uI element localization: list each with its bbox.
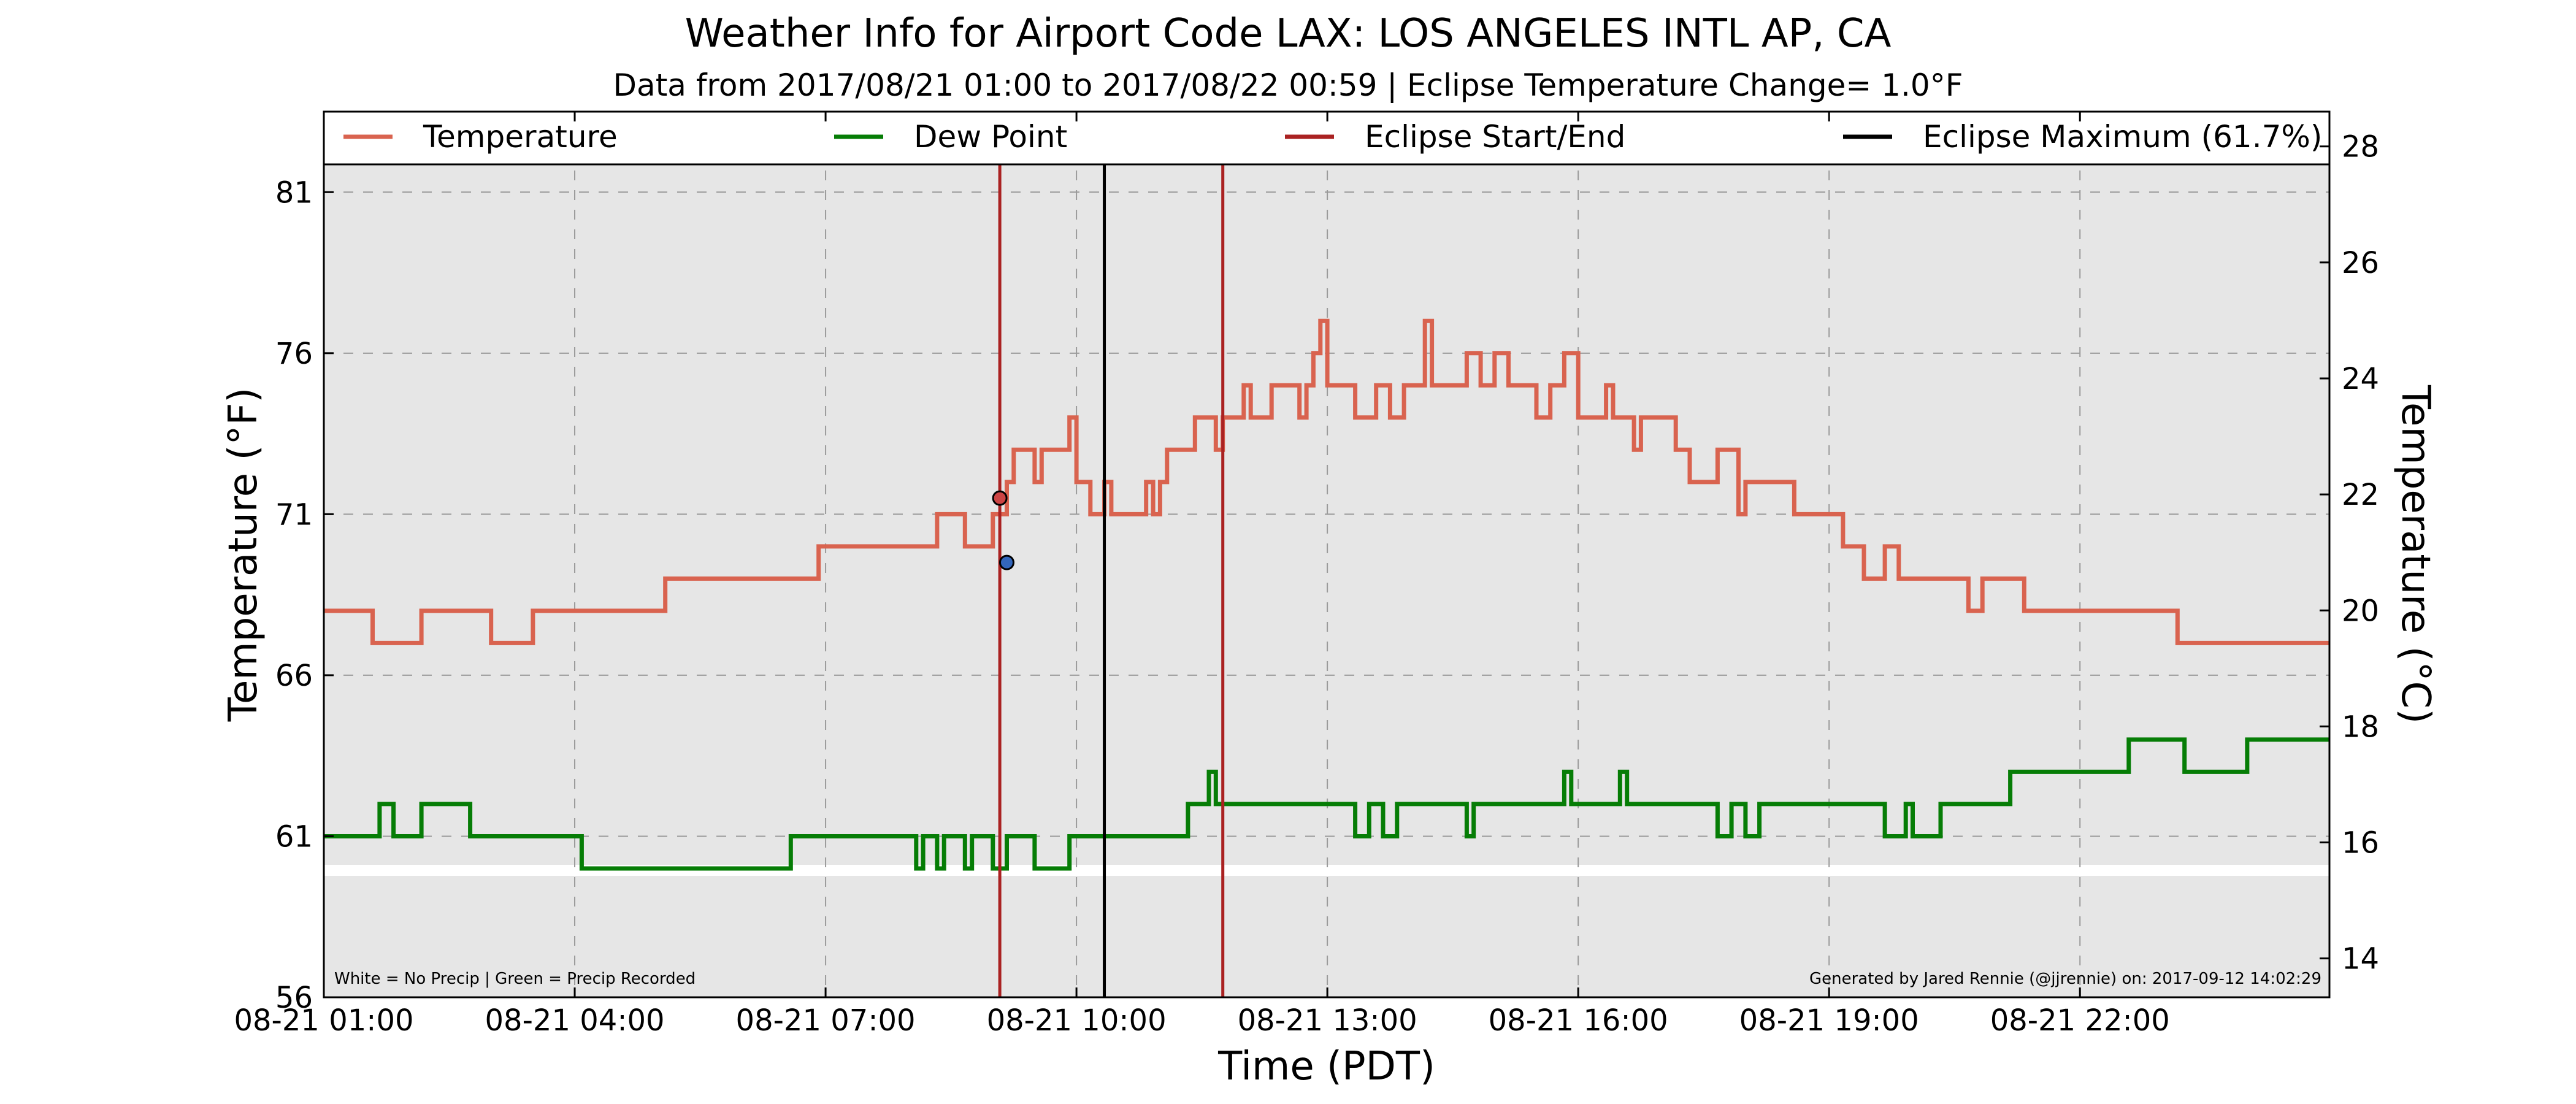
precip-strip <box>324 865 2329 876</box>
plot-area <box>324 112 2329 997</box>
eclipse-marker <box>992 490 1008 506</box>
y-right-tick-label: 18 <box>2342 710 2379 744</box>
y-axis-label: Temperature (°F) <box>221 388 266 723</box>
x-tick-label: 08-21 22:00 <box>1990 1003 2170 1038</box>
temperature-line <box>324 318 2329 645</box>
y-tick-label: 71 <box>275 497 313 532</box>
y-right-tick-label: 26 <box>2342 246 2379 280</box>
y-right-tick-label: 14 <box>2342 942 2379 976</box>
x-tick-label: 08-21 19:00 <box>1739 1003 1919 1038</box>
y-tick-label: 81 <box>275 175 313 210</box>
y-tick-label: 76 <box>275 337 313 371</box>
x-tick-label: 08-21 01:00 <box>234 1003 413 1038</box>
x-axis-label: Time (PDT) <box>1217 1044 1435 1089</box>
y-right-tick-label: 16 <box>2342 826 2379 861</box>
x-tick-label: 08-21 16:00 <box>1489 1003 1668 1038</box>
eclipse-markers <box>992 490 1014 570</box>
eclipse-marker <box>999 554 1014 570</box>
chart-title: Weather Info for Airport Code LAX: LOS A… <box>685 11 1892 56</box>
legend-label: Eclipse Maximum (61.7%) <box>1923 119 2322 155</box>
legend-label: Dew Point <box>914 119 1067 155</box>
y-right-tick-label: 20 <box>2342 594 2379 628</box>
credit-note: Generated by Jared Rennie (@jjrennie) on… <box>1809 970 2321 988</box>
legend-label: Temperature <box>423 119 618 155</box>
legend-label: Eclipse Start/End <box>1365 119 1625 155</box>
eclipse-layer <box>998 164 1225 997</box>
x-tick-label: 08-21 04:00 <box>485 1003 665 1038</box>
y-tick-label: 61 <box>275 819 313 854</box>
y-right-tick-label: 24 <box>2342 362 2379 396</box>
x-tick-label: 08-21 07:00 <box>736 1003 916 1038</box>
dew-point-line <box>324 737 2329 871</box>
x-tick-label: 08-21 13:00 <box>1238 1003 1417 1038</box>
y-right-tick-label: 22 <box>2342 478 2379 512</box>
y-tick-label: 56 <box>275 981 313 1015</box>
axes: 08-21 01:00 08-21 04:00 08-21 07:00 08-21 1… <box>234 112 2379 1038</box>
y-axis-right-label: Temperature (°C) <box>2393 385 2438 724</box>
chart-subtitle: Data from 2017/08/21 01:00 to 2017/08/22… <box>613 67 1963 103</box>
y-tick-label: 66 <box>275 659 313 693</box>
y-right-tick-label: 28 <box>2342 130 2379 164</box>
series-layer <box>324 318 2329 871</box>
x-tick-label: 08-21 10:00 <box>987 1003 1167 1038</box>
precip-note: White = No Precip | Green = Precip Recor… <box>334 970 696 988</box>
